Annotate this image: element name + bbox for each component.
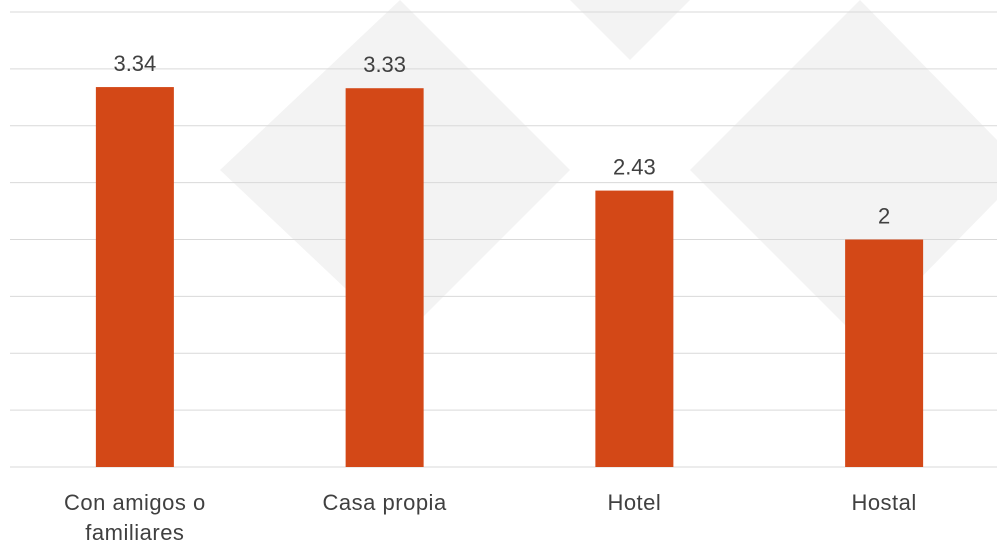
bar: [595, 190, 674, 467]
value-label: 3.34: [113, 51, 156, 76]
x-tick-label: Hotel: [607, 490, 662, 515]
x-tick-label: Casa propia: [322, 490, 447, 515]
bar: [845, 239, 924, 467]
x-tick-label: Hostal: [851, 490, 917, 515]
value-label: 2: [878, 203, 890, 228]
bar: [95, 87, 174, 467]
x-tick-label: Con amigos o familiares: [64, 490, 206, 545]
value-label: 2.43: [613, 154, 656, 179]
bar: [345, 88, 424, 468]
value-label: 3.33: [363, 52, 406, 77]
